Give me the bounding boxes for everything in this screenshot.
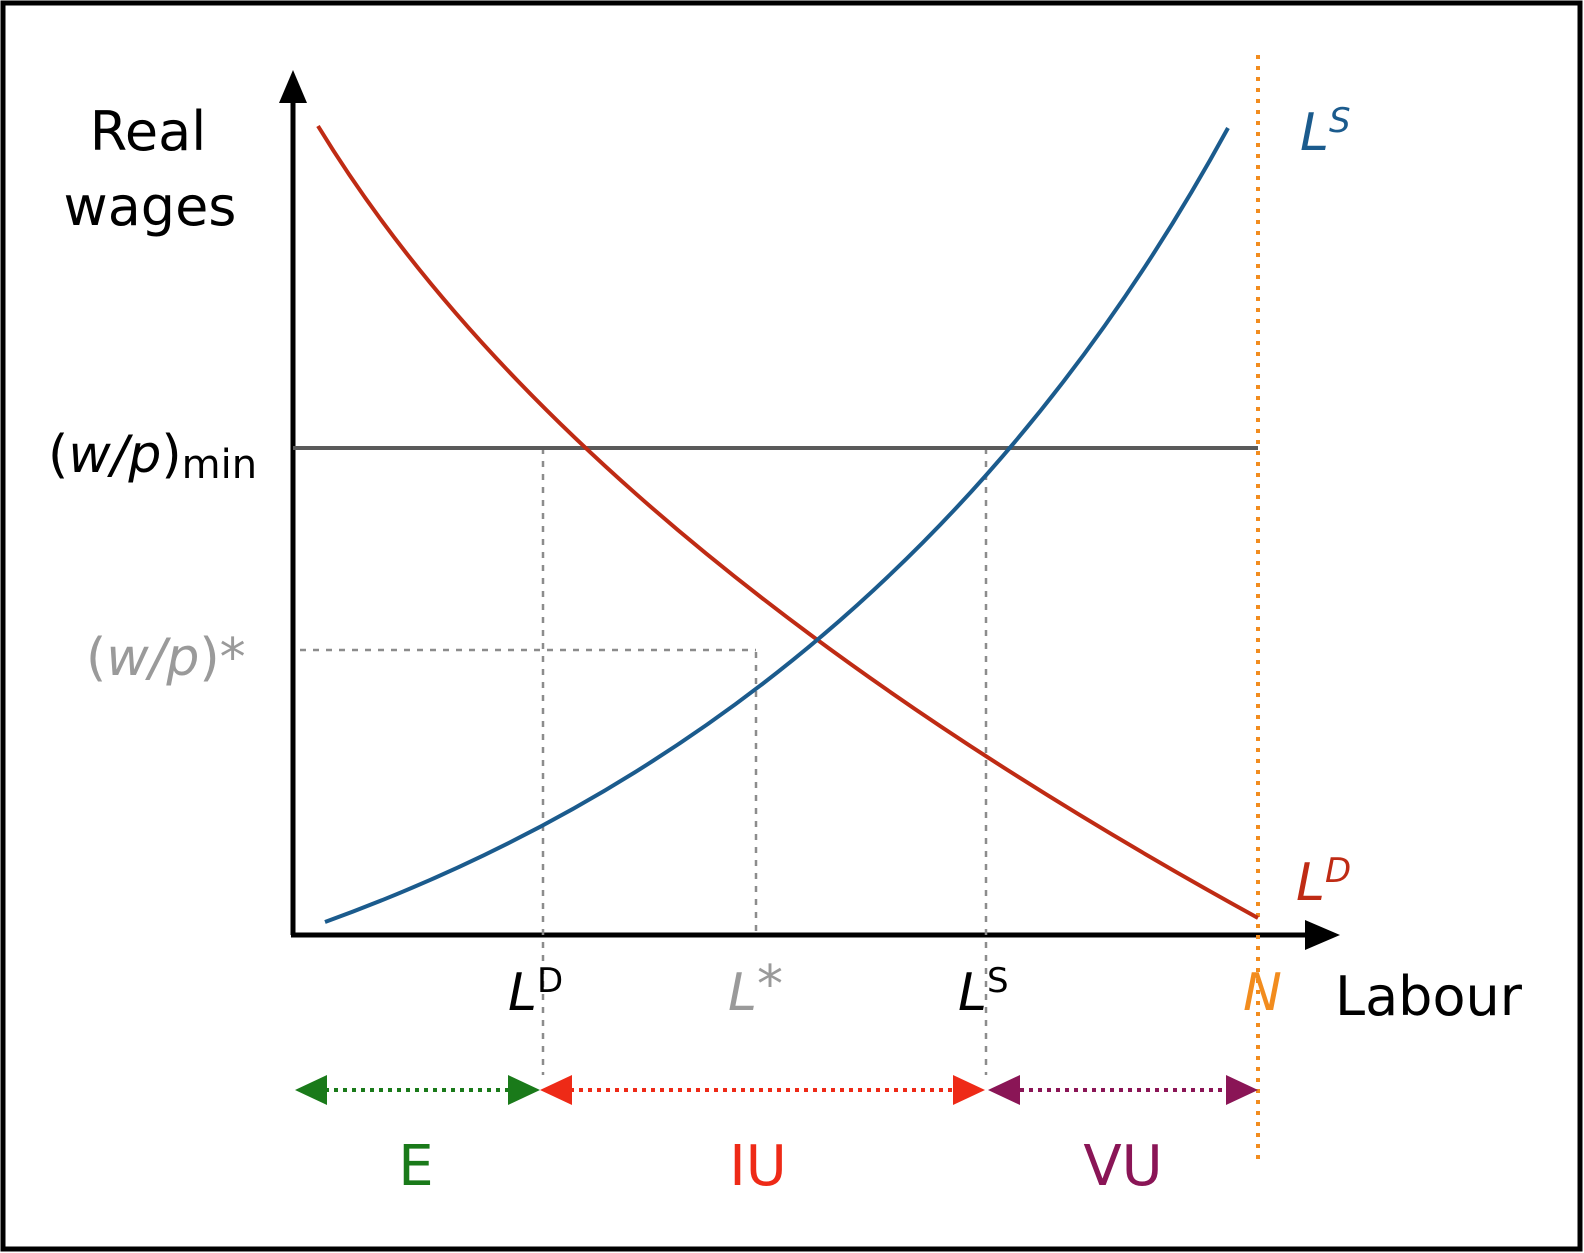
labour-supplied-label: LS [958, 961, 1009, 1023]
involuntary-unemployment-arrow [540, 1075, 985, 1105]
employed-range-arrow [295, 1075, 540, 1105]
frame-border [3, 3, 1580, 1249]
equilibrium-labour-label: L* [728, 955, 783, 1023]
equilibrium-wage-label: (w/p)* [86, 628, 246, 688]
labour-demand-curve [318, 126, 1258, 918]
y-axis-title-line1: Real [90, 100, 206, 163]
x-axis-arrow-icon [1305, 920, 1340, 950]
labour-force-label: N [1243, 963, 1282, 1023]
voluntary-unemployment-label: VU [1083, 1134, 1162, 1199]
labour-supply-curve [325, 128, 1228, 922]
y-axis-arrow-icon [279, 70, 307, 103]
involuntary-unemployment-label: IU [729, 1134, 787, 1199]
labour-demanded-label: LD [508, 961, 563, 1023]
supply-curve-label: LS [1300, 101, 1351, 163]
y-axis-title-line2: wages [64, 175, 237, 238]
voluntary-unemployment-arrow [988, 1075, 1258, 1105]
demand-curve-label: LD [1296, 851, 1351, 913]
min-wage-label: (w/p)min [48, 425, 257, 488]
employed-label: E [398, 1134, 433, 1199]
x-axis-title: Labour [1335, 965, 1523, 1028]
